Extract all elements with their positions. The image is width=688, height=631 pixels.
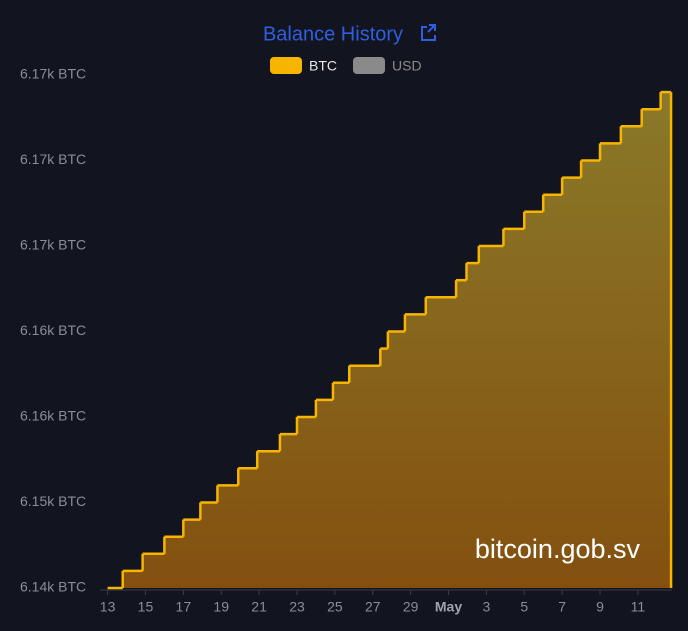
area-step	[641, 109, 662, 588]
area-step	[332, 382, 350, 588]
area-step	[122, 570, 144, 588]
chart-title[interactable]: Balance History	[263, 23, 403, 45]
y-tick-label: 6.17k BTC	[20, 237, 86, 253]
x-tick-label: 23	[289, 599, 305, 615]
x-tick-label: 3	[482, 599, 490, 615]
x-tick-label: 5	[520, 599, 528, 615]
area-step	[257, 451, 281, 588]
legend-swatch	[270, 57, 302, 74]
area-step	[660, 92, 672, 588]
area-step	[425, 297, 457, 588]
area-step	[466, 263, 480, 588]
y-tick-label: 6.17k BTC	[20, 151, 86, 167]
area-step	[478, 246, 504, 588]
area-step	[543, 194, 563, 588]
x-tick-label: 21	[251, 599, 267, 615]
area-step	[404, 314, 427, 588]
area-step	[349, 365, 381, 588]
y-tick-label: 6.16k BTC	[20, 408, 86, 424]
legend-swatch	[353, 57, 385, 74]
area-step	[600, 143, 622, 588]
x-tick-label: 17	[176, 599, 192, 615]
watermark: bitcoin.gob.sv	[475, 534, 641, 564]
x-tick-label: 9	[596, 599, 604, 615]
x-tick-label: May	[435, 599, 462, 615]
x-tick-label: 15	[138, 599, 154, 615]
legend-label: USD	[392, 58, 422, 74]
area-step	[315, 399, 334, 588]
area-step	[279, 434, 298, 588]
x-tick-label: 13	[100, 599, 116, 615]
area-step	[164, 536, 184, 588]
y-tick-label: 6.14k BTC	[20, 579, 86, 595]
area-step	[142, 553, 165, 588]
x-tick-label: 27	[365, 599, 381, 615]
area-step	[238, 468, 258, 588]
area-step	[296, 417, 317, 588]
legend-label: BTC	[309, 58, 337, 74]
area-step	[183, 519, 201, 588]
area-step	[456, 280, 467, 588]
area-step	[503, 228, 525, 588]
area-step	[200, 502, 218, 588]
x-tick-label: 11	[631, 599, 646, 615]
area-step	[524, 211, 544, 589]
x-tick-label: 19	[213, 599, 229, 615]
area-step	[387, 331, 406, 588]
y-tick-label: 6.15k BTC	[20, 493, 86, 509]
area-step	[217, 485, 239, 588]
x-tick-label: 25	[327, 599, 343, 615]
x-tick-label: 29	[403, 599, 419, 615]
area-step	[620, 126, 643, 589]
area-step	[562, 177, 582, 588]
y-tick-label: 6.16k BTC	[20, 322, 86, 338]
area-step	[581, 160, 601, 588]
area-step	[380, 348, 389, 588]
external-link-icon[interactable]	[421, 24, 436, 41]
y-tick-label: 6.17k BTC	[20, 66, 86, 82]
x-tick-label: 7	[558, 599, 566, 615]
